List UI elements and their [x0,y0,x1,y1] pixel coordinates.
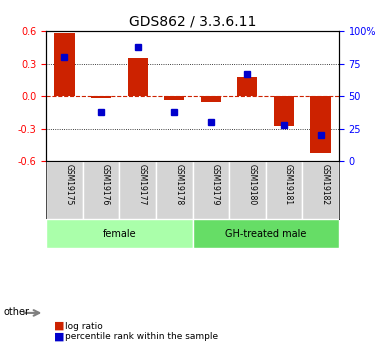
Text: GSM19176: GSM19176 [101,164,110,206]
Text: GH-treated male: GH-treated male [225,229,306,239]
Bar [164,96,184,99]
FancyBboxPatch shape [46,219,192,248]
Text: other: other [4,307,30,317]
FancyBboxPatch shape [156,161,192,219]
FancyBboxPatch shape [229,161,266,219]
FancyBboxPatch shape [46,161,83,219]
Title: GDS862 / 3.3.6.11: GDS862 / 3.3.6.11 [129,14,256,29]
Bar [310,96,331,153]
Text: percentile rank within the sample: percentile rank within the sample [65,332,219,341]
Text: ■: ■ [54,321,64,331]
Text: GSM19182: GSM19182 [321,164,330,206]
Text: log ratio: log ratio [65,322,103,331]
Text: GSM19178: GSM19178 [174,164,183,206]
Bar [237,77,258,96]
Text: GSM19180: GSM19180 [248,164,256,206]
FancyBboxPatch shape [192,219,339,248]
Text: GSM19181: GSM19181 [284,164,293,206]
Bar [54,33,75,96]
Text: GSM19179: GSM19179 [211,164,220,206]
FancyBboxPatch shape [266,161,302,219]
Text: GSM19177: GSM19177 [138,164,147,206]
Text: female: female [102,229,136,239]
Bar [274,96,294,126]
FancyBboxPatch shape [192,161,229,219]
Bar [91,96,111,98]
FancyBboxPatch shape [119,161,156,219]
FancyBboxPatch shape [83,161,119,219]
Text: ■: ■ [54,332,64,341]
FancyBboxPatch shape [302,161,339,219]
Bar [201,96,221,102]
Text: GSM19175: GSM19175 [64,164,74,206]
Bar [127,58,148,96]
